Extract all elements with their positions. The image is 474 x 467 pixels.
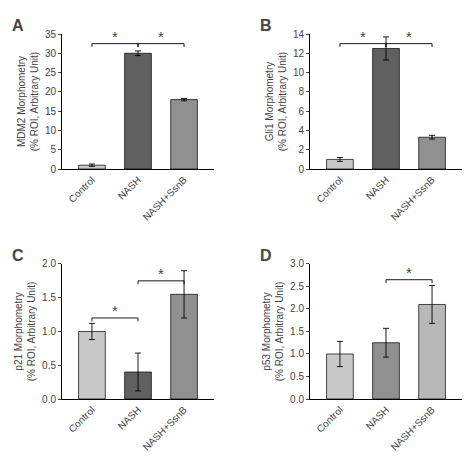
svg-text:NASH: NASH [116, 404, 143, 431]
svg-text:p53 Morphometry(% ROI, Arbitra: p53 Morphometry(% ROI, Arbitrary Unit) [261, 282, 285, 381]
svg-text:1.0: 1.0 [42, 326, 56, 337]
svg-text:NASH: NASH [116, 174, 143, 201]
svg-text:C: C [12, 247, 24, 264]
svg-text:*: * [112, 28, 118, 45]
svg-text:Gli1 Morphometry(% ROI, Arbitr: Gli1 Morphometry(% ROI, Arbitrary Unit) [264, 52, 288, 151]
svg-text:p21 Morphometry(% ROI, Arbitra: p21 Morphometry(% ROI, Arbitrary Unit) [13, 282, 37, 381]
svg-text:4: 4 [298, 125, 304, 136]
svg-text:*: * [406, 264, 412, 281]
svg-text:NASH+SsnB: NASH+SsnB [141, 174, 190, 223]
svg-text:NASH+SsnB: NASH+SsnB [141, 404, 190, 453]
svg-text:B: B [260, 17, 272, 34]
svg-text:1.5: 1.5 [42, 292, 56, 303]
svg-text:10: 10 [293, 67, 305, 78]
svg-text:5: 5 [50, 144, 56, 155]
svg-text:1.0: 1.0 [290, 348, 304, 359]
svg-text:15: 15 [45, 106, 57, 117]
svg-text:12: 12 [293, 48, 305, 59]
svg-text:0.5: 0.5 [42, 360, 56, 371]
svg-text:8: 8 [298, 86, 304, 97]
svg-text:3.0: 3.0 [290, 258, 304, 269]
svg-text:*: * [158, 265, 164, 282]
svg-text:0.0: 0.0 [290, 394, 304, 405]
svg-text:20: 20 [45, 86, 57, 97]
svg-text:Control: Control [314, 404, 345, 435]
svg-text:A: A [12, 17, 24, 34]
svg-text:NASH: NASH [364, 174, 391, 201]
svg-text:0.0: 0.0 [42, 394, 56, 405]
svg-text:0: 0 [298, 164, 304, 175]
svg-text:0.5: 0.5 [290, 371, 304, 382]
svg-text:10: 10 [45, 125, 57, 136]
svg-text:NASH+SsnB: NASH+SsnB [389, 174, 438, 223]
svg-text:*: * [112, 302, 118, 319]
svg-text:D: D [260, 247, 272, 264]
svg-text:*: * [406, 28, 412, 45]
svg-text:Control: Control [314, 174, 345, 205]
svg-text:30: 30 [45, 48, 57, 59]
svg-text:*: * [158, 28, 164, 45]
svg-text:*: * [360, 28, 366, 45]
svg-text:2.5: 2.5 [290, 281, 304, 292]
svg-text:NASH: NASH [364, 404, 391, 431]
svg-text:6: 6 [298, 106, 304, 117]
svg-text:25: 25 [45, 67, 57, 78]
svg-text:1.5: 1.5 [290, 326, 304, 337]
svg-text:35: 35 [45, 29, 57, 40]
svg-text:2.0: 2.0 [42, 258, 56, 269]
svg-text:Control: Control [66, 404, 97, 435]
svg-text:NASH+SsnB: NASH+SsnB [389, 404, 438, 453]
svg-text:2.0: 2.0 [290, 303, 304, 314]
svg-text:MDM2 Morphometry(% ROI, Arbitr: MDM2 Morphometry(% ROI, Arbitrary Unit) [16, 52, 40, 151]
svg-text:0: 0 [50, 164, 56, 175]
svg-text:14: 14 [293, 29, 305, 40]
svg-text:2: 2 [298, 144, 304, 155]
svg-text:Control: Control [66, 174, 97, 205]
